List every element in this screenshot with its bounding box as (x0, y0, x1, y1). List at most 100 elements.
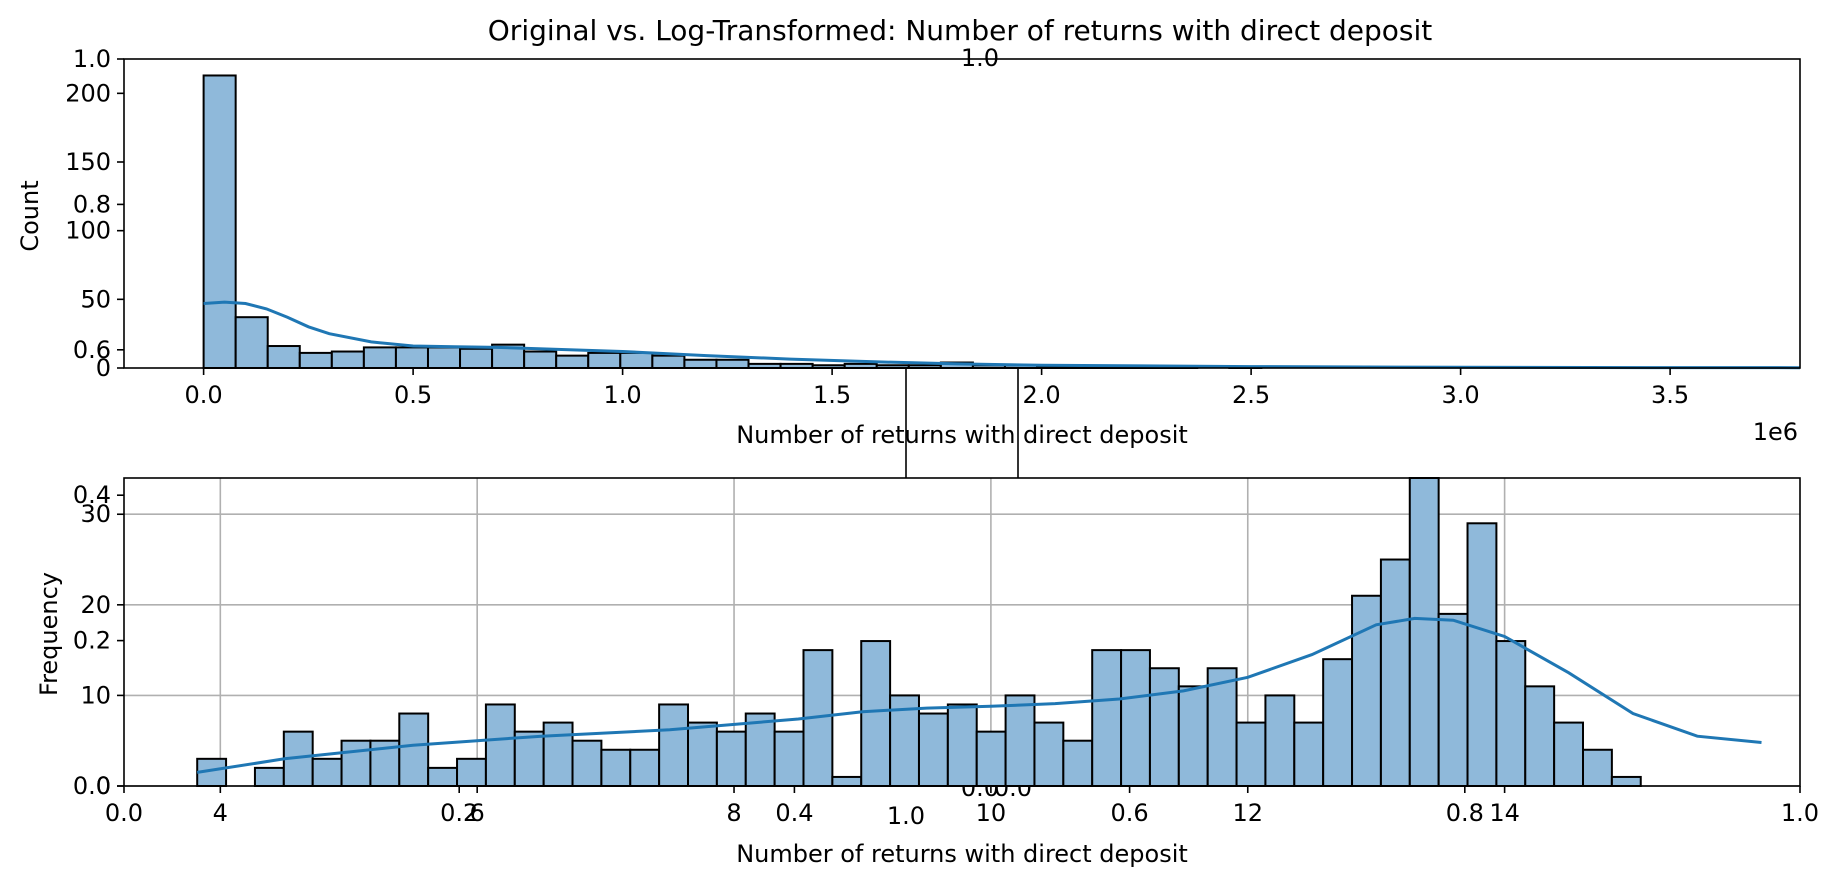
original-x-ticks: 0.0 0.5 1.0 1.5 2.0 2.5 3.0 3.5 (185, 368, 1689, 409)
histogram-bar (1120, 649, 1151, 788)
overlay-y-tick-label: 0.4 (73, 481, 111, 509)
histogram-bar (298, 351, 333, 370)
x-tick-label: 6 (470, 799, 485, 827)
original-y-ticks: 0 50 100 150 200 (65, 79, 124, 382)
histogram-bar (459, 347, 494, 370)
histogram-bar (687, 721, 718, 788)
histogram-bar (744, 712, 776, 788)
histogram-bar (587, 351, 622, 370)
histogram-bar (658, 703, 690, 787)
figure-title: Original vs. Log-Transformed: Number of … (488, 14, 1432, 47)
x-tick-label: 3.0 (1442, 381, 1480, 409)
histogram-bar (266, 345, 301, 370)
histogram-bar (860, 640, 892, 788)
overlay-x-tick-label: 0.6 (1111, 799, 1149, 827)
histogram-bar (1033, 721, 1065, 788)
x-tick-label: 4 (213, 799, 228, 827)
x-tick-label: 1.0 (604, 381, 642, 409)
histogram-bar (330, 350, 365, 369)
histogram-bar (1004, 694, 1036, 787)
x-tick-label: 2.0 (1023, 381, 1061, 409)
overlay-axes: 0.0 0.2 0.4 0.6 0.8 1.0 0.0 0.2 0.4 0.6 0.8 1.0 (73, 45, 1819, 827)
histogram-bar (484, 703, 516, 787)
histogram-bar (1062, 739, 1094, 787)
histogram-bar (619, 351, 654, 370)
log-histogram-axes: 4 6 8 10 12 14 0 10 20 30 Number of returns with… (35, 477, 1801, 868)
original-plot-frame (123, 58, 1801, 369)
histogram-bar (202, 74, 237, 369)
histogram-bar (1235, 721, 1267, 788)
overlay-x-tick-label: 0.8 (1446, 799, 1484, 827)
y-tick-label: 200 (65, 79, 111, 107)
y-tick-label: 20 (80, 591, 111, 619)
histogram-bar (600, 748, 632, 788)
histogram-bar (542, 721, 574, 788)
histogram-bar (340, 739, 372, 787)
x-tick-label: 10 (976, 799, 1007, 827)
histogram-bar (456, 757, 487, 788)
overlay-y-tick-label: 0.6 (73, 336, 111, 364)
original-x-axis-label: Number of returns with direct deposit (736, 421, 1188, 449)
y-tick-label: 150 (65, 148, 111, 176)
x-tick-label: 0.5 (394, 381, 432, 409)
log-y-ticks: 0 10 20 30 (80, 500, 124, 800)
overlay-x-tick-label: 1.0 (1781, 799, 1819, 827)
histogram-bar (831, 775, 863, 787)
histogram-bar (362, 346, 397, 369)
y-tick-label: 10 (80, 681, 111, 709)
histogram-bar (394, 346, 429, 369)
histogram-bar (1553, 721, 1585, 788)
histogram-bar (1091, 649, 1123, 788)
histogram-bar (1148, 667, 1180, 787)
overlay-y-tick-label: 0.8 (73, 190, 111, 218)
histogram-bar (234, 316, 269, 370)
x-tick-label: 3.5 (1651, 381, 1689, 409)
x-tick-label: 12 (1232, 799, 1263, 827)
histogram-bar (1293, 721, 1325, 788)
histogram-bar (715, 730, 747, 787)
original-x-offset-label: 1e6 (1753, 418, 1798, 446)
histogram-bar (946, 703, 978, 787)
log-kde-curve (196, 616, 1762, 774)
x-tick-label: 8 (726, 799, 741, 827)
center-tick-label: 1.0 (961, 44, 999, 72)
y-tick-label: 30 (80, 500, 111, 528)
histogram-bar (773, 730, 805, 787)
histogram-bar (975, 730, 1007, 787)
histogram-bar (1610, 775, 1642, 787)
histogram-bar (683, 358, 718, 370)
y-tick-label: 0 (96, 354, 111, 382)
log-x-axis-label: Number of returns with direct deposit (736, 840, 1188, 868)
original-y-axis-label: Count (16, 180, 44, 251)
x-tick-label: 14 (1489, 799, 1520, 827)
y-tick-label: 100 (65, 217, 111, 245)
histogram-bar (571, 739, 603, 787)
y-tick-label: 50 (80, 285, 111, 313)
histogram-bar (513, 730, 545, 787)
log-y-axis-label: Frequency (35, 572, 63, 696)
histogram-bar (629, 748, 661, 788)
overlay-x-tick-label: 0.4 (775, 799, 813, 827)
log-plot-frame (123, 477, 1801, 787)
overlay-y-tick-label: 0.0 (73, 772, 111, 800)
log-histogram-bars (196, 477, 1642, 788)
histogram-bar (426, 346, 462, 369)
x-tick-label: 0.0 (185, 381, 223, 409)
histogram-bar (1524, 685, 1556, 788)
histogram-bar (427, 766, 459, 787)
histogram-bar (398, 712, 430, 788)
log-x-ticks: 4 6 8 10 12 14 (213, 786, 1520, 827)
original-kde-curve (203, 300, 1801, 370)
overlay-x-tick-label: 0.2 (440, 799, 478, 827)
histogram-bar (1264, 694, 1296, 787)
histogram-bar (555, 354, 590, 370)
histogram-bar (1437, 612, 1469, 787)
histogram-bar (311, 757, 343, 788)
histogram-bar (1322, 658, 1354, 787)
overlay-x-tick-label: 0.0 (105, 799, 143, 827)
histogram-bar (1177, 685, 1209, 788)
histogram-bar (917, 712, 949, 788)
x-tick-label: 2.5 (1232, 381, 1270, 409)
histogram-bar (651, 354, 686, 370)
center-tick-label: 1.0 (887, 802, 925, 830)
